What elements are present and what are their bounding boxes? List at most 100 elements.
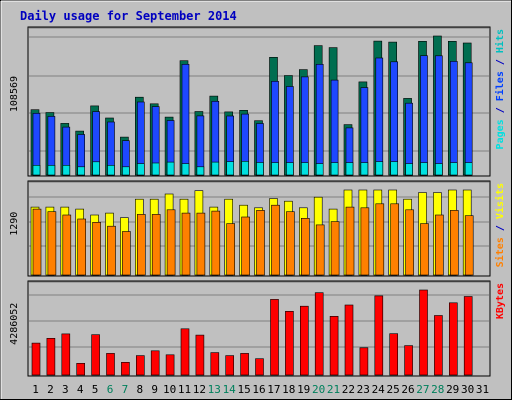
x-tick-label-day-5: 5 bbox=[92, 383, 99, 396]
legend-item: / bbox=[495, 225, 506, 237]
bar-pages-day-6 bbox=[107, 165, 115, 176]
x-tick-label-day-25: 25 bbox=[386, 383, 399, 396]
bar-pages-day-7 bbox=[122, 166, 130, 176]
bar-sites-day-6 bbox=[107, 225, 116, 276]
bar-pages-day-29 bbox=[449, 162, 458, 176]
bar-files-day-25 bbox=[390, 61, 399, 176]
legends: Pages / Files / Hits Sites / Visits KBytes bbox=[494, 29, 506, 319]
bar-kbytes-day-30 bbox=[463, 296, 473, 376]
x-tick-label-day-31: 31 bbox=[476, 383, 489, 396]
bar-kbytes-day-14 bbox=[225, 355, 234, 376]
x-tick-label-day-26: 26 bbox=[401, 383, 414, 396]
bar-pages-day-19 bbox=[300, 162, 309, 176]
bar-sites-day-13 bbox=[211, 210, 221, 276]
bar-pages-day-21 bbox=[330, 162, 339, 176]
x-tick-label-day-23: 23 bbox=[357, 383, 370, 396]
bar-sites-day-3 bbox=[62, 214, 72, 276]
bar-pages-day-12 bbox=[196, 166, 205, 176]
bar-kbytes-day-18 bbox=[285, 310, 294, 376]
bar-sites-day-20 bbox=[315, 224, 325, 276]
bar-files-day-11 bbox=[181, 64, 190, 176]
bar-pages-day-27 bbox=[420, 162, 428, 176]
bar-kbytes-day-24 bbox=[374, 295, 384, 376]
bar-pages-day-11 bbox=[181, 163, 190, 176]
x-tick-label-day-22: 22 bbox=[342, 383, 355, 396]
x-tick-label-day-20: 20 bbox=[312, 383, 325, 396]
bar-sites-day-26 bbox=[405, 209, 414, 276]
x-tick-label-day-15: 15 bbox=[237, 383, 250, 396]
x-tick-label-day-2: 2 bbox=[47, 383, 54, 396]
bar-sites-day-14 bbox=[226, 223, 235, 276]
x-tick-label-day-3: 3 bbox=[62, 383, 69, 396]
bar-kbytes-day-4 bbox=[76, 362, 85, 376]
legend-hits_files_pages: Pages / Files / Hits bbox=[494, 29, 506, 149]
bar-pages-day-14 bbox=[226, 161, 234, 176]
bar-files-day-17 bbox=[271, 81, 279, 176]
bar-files-day-30 bbox=[464, 62, 473, 176]
bar-pages-day-17 bbox=[271, 162, 279, 176]
bar-sites-day-18 bbox=[286, 211, 295, 276]
bar-pages-day-3 bbox=[62, 165, 71, 176]
bar-kbytes-day-8 bbox=[136, 355, 145, 376]
bar-sites-day-7 bbox=[122, 231, 131, 276]
bar-pages-day-8 bbox=[137, 163, 145, 176]
bar-kbytes-day-23 bbox=[359, 347, 369, 376]
bar-kbytes-day-1 bbox=[31, 342, 41, 376]
bar-sites-day-2 bbox=[47, 211, 57, 276]
x-tick-label-day-12: 12 bbox=[193, 383, 206, 396]
legend-item: KBytes bbox=[495, 283, 506, 319]
bar-sites-day-12 bbox=[196, 212, 206, 276]
x-tick-label-day-19: 19 bbox=[297, 383, 310, 396]
bar-sites-day-10 bbox=[166, 209, 176, 276]
x-tick-label-day-21: 21 bbox=[327, 383, 340, 396]
bar-kbytes-day-3 bbox=[61, 333, 71, 376]
bar-sites-day-28 bbox=[435, 214, 444, 276]
bar-sites-day-21 bbox=[330, 221, 340, 276]
legend-item: Files bbox=[494, 71, 506, 107]
bar-pages-day-13 bbox=[211, 161, 220, 176]
bar-kbytes-day-12 bbox=[195, 334, 205, 376]
x-tick-label-day-8: 8 bbox=[136, 383, 143, 396]
bar-sites-day-23 bbox=[360, 207, 370, 276]
bar-kbytes-day-15 bbox=[240, 353, 249, 376]
bar-pages-day-4 bbox=[77, 166, 85, 176]
bar-files-day-18 bbox=[286, 86, 294, 176]
x-tick-label-day-17: 17 bbox=[267, 383, 280, 396]
x-tick-label-day-1: 1 bbox=[32, 383, 39, 396]
bar-pages-day-30 bbox=[464, 162, 473, 176]
bar-sites-day-27 bbox=[420, 223, 429, 276]
bar-kbytes-day-19 bbox=[299, 305, 309, 376]
bar-files-day-21 bbox=[330, 79, 339, 176]
legend-item: Pages bbox=[495, 119, 506, 149]
bar-kbytes-day-26 bbox=[404, 345, 413, 376]
bar-files-day-24 bbox=[375, 57, 384, 176]
bar-kbytes-day-28 bbox=[434, 315, 443, 376]
bar-sites-day-30 bbox=[464, 215, 474, 276]
bar-kbytes-day-21 bbox=[329, 315, 339, 376]
bar-pages-day-23 bbox=[360, 162, 369, 176]
bar-pages-day-15 bbox=[241, 161, 249, 176]
x-tick-label-day-18: 18 bbox=[282, 383, 295, 396]
bar-kbytes-day-13 bbox=[210, 352, 220, 376]
bar-pages-day-5 bbox=[92, 161, 100, 176]
bar-files-day-29 bbox=[449, 61, 458, 176]
x-tick-label-day-6: 6 bbox=[107, 383, 114, 396]
bar-files-day-19 bbox=[300, 76, 309, 176]
legend-item: Sites bbox=[494, 237, 506, 267]
bar-pages-day-24 bbox=[375, 161, 384, 176]
bar-pages-day-28 bbox=[435, 163, 443, 176]
x-tick-label-day-10: 10 bbox=[163, 383, 176, 396]
bar-files-day-12 bbox=[196, 115, 205, 176]
bar-kbytes-day-2 bbox=[46, 337, 56, 376]
bar-sites-day-17 bbox=[271, 204, 280, 276]
bar-pages-day-26 bbox=[405, 163, 413, 176]
bar-pages-day-16 bbox=[256, 162, 264, 176]
bar-kbytes-day-9 bbox=[150, 350, 160, 376]
bar-sites-day-1 bbox=[32, 208, 42, 276]
x-tick-label-day-16: 16 bbox=[252, 383, 265, 396]
bar-sites-day-29 bbox=[449, 210, 459, 276]
bar-kbytes-day-29 bbox=[448, 302, 458, 376]
bar-files-day-23 bbox=[360, 87, 369, 176]
bar-kbytes-day-17 bbox=[270, 299, 279, 376]
